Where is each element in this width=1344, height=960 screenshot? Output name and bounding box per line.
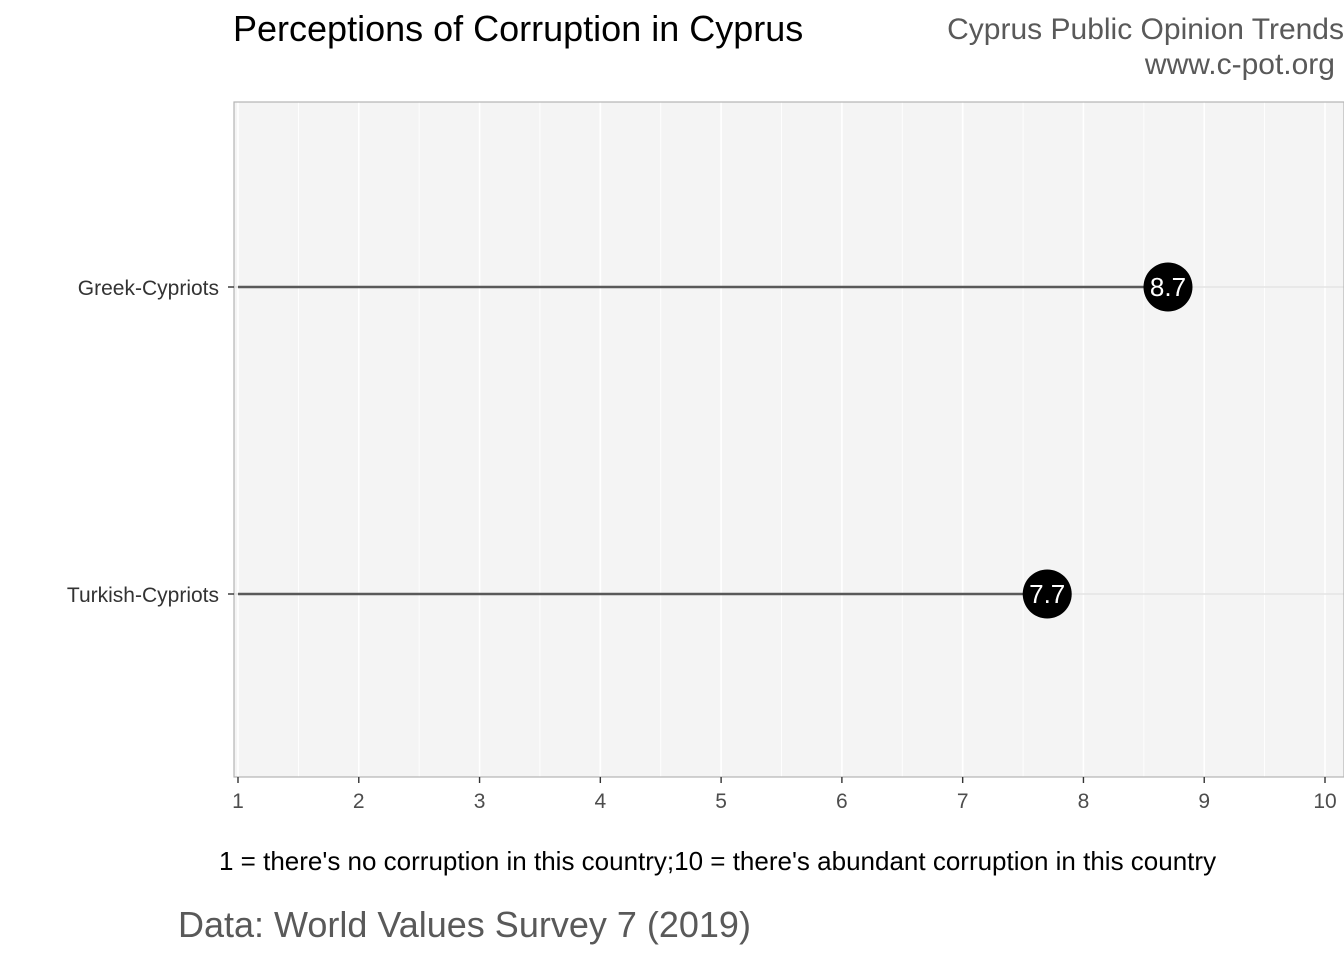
chart-title: Perceptions of Corruption in Cyprus [233,8,804,49]
x-tick-label: 3 [474,790,486,813]
plot-border [233,101,1344,778]
x-tick-label: 2 [353,790,365,813]
data-source-caption: Data: World Values Survey 7 (2019) [178,904,751,945]
x-tick-label: 7 [957,790,969,813]
lollipop-point [1022,569,1072,619]
x-tick-label: 1 [232,790,244,813]
plot-panel [234,102,1344,777]
brand-name: Cyprus Public Opinion Trends [947,13,1344,46]
y-tick-label: Turkish-Cypriots [67,584,219,607]
y-tick-label: Greek-Cypriots [78,277,219,300]
x-tick-label: 8 [1078,790,1090,813]
x-tick-label: 4 [594,790,606,813]
x-axis-label: 1 = there's no corruption in this countr… [219,846,1217,876]
brand-block: Cyprus Public Opinion Trends www.c-pot.o… [947,12,1344,82]
x-tick-label: 10 [1313,790,1336,813]
data-label: 8.7 [1150,272,1186,302]
x-tick-label: 5 [715,790,727,813]
data-label: 7.7 [1029,579,1065,609]
x-tick-label: 9 [1198,790,1210,813]
x-tick-label: 6 [836,790,848,813]
brand-url[interactable]: www.c-pot.org [1144,48,1335,81]
lollipop-point [1143,262,1193,312]
